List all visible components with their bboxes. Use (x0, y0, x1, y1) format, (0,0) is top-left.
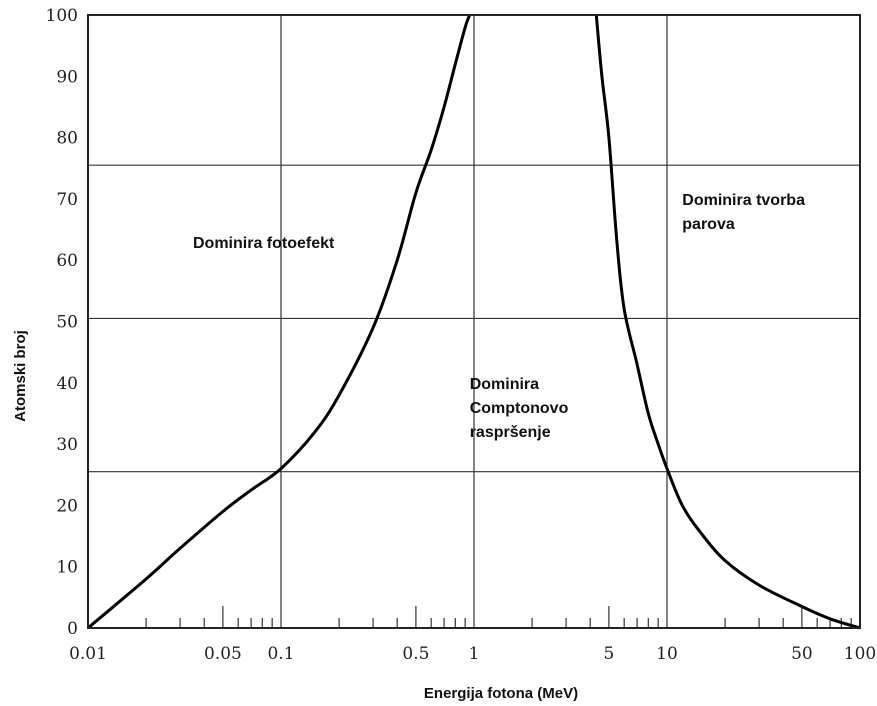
annotation-line: raspršenje (470, 424, 551, 441)
annotation-line: Dominira (470, 376, 539, 393)
y-tick-label: 20 (56, 496, 78, 516)
y-tick-label: 80 (56, 129, 78, 149)
boundary-curve-photo-compton (87, 14, 472, 630)
x-tick-label: 5 (603, 644, 614, 664)
curve-layer (87, 14, 861, 630)
plot-frame (87, 14, 861, 629)
y-tick-label: 90 (56, 67, 78, 87)
x-axis-title: Energija fotona (MeV) (424, 685, 578, 702)
y-tick-label: 70 (56, 190, 78, 210)
y-tick-label: 100 (46, 6, 78, 26)
annotation-line: Comptonovo (470, 400, 569, 417)
annotation-photoelectric: Dominira fotoefekt (193, 235, 335, 252)
annotation-line: Dominira tvorba (682, 192, 805, 209)
x-tick-label: 1 (469, 644, 480, 664)
x-tick-label: 0.1 (267, 644, 294, 664)
y-axis-title: Atomski broj (12, 330, 29, 422)
y-tick-labels: 0 10 20 30 40 50 60 70 80 90 100 (46, 6, 78, 639)
annotation-layer: Dominira fotoefekt Dominira Comptonovo rasp… (193, 192, 805, 441)
y-tick-label: 30 (56, 435, 78, 455)
y-tick-label: 40 (56, 374, 78, 394)
y-tick-label: 0 (67, 619, 78, 639)
y-tick-label: 10 (56, 558, 78, 578)
annotation-line: Dominira fotoefekt (193, 235, 335, 252)
annotation-pair-production: Dominira tvorba parova (682, 192, 805, 233)
minor-tick-layer (145, 606, 852, 628)
boundary-curve-compton-pair (594, 14, 861, 630)
x-tick-label: 0.01 (69, 644, 107, 664)
x-tick-label: 100 (844, 644, 876, 664)
x-tick-labels: 0.01 0.05 0.1 0.5 1 5 10 50 100 (69, 644, 876, 664)
grid-layer (88, 15, 860, 628)
y-tick-label: 60 (56, 251, 78, 271)
annotation-line: parova (682, 216, 735, 233)
x-tick-label: 10 (656, 644, 678, 664)
y-tick-label: 50 (56, 313, 78, 333)
x-tick-label: 0.5 (402, 644, 429, 664)
x-tick-label: 50 (791, 644, 813, 664)
annotation-compton: Dominira Comptonovo raspršenje (470, 376, 569, 441)
x-tick-label: 0.05 (204, 644, 242, 664)
